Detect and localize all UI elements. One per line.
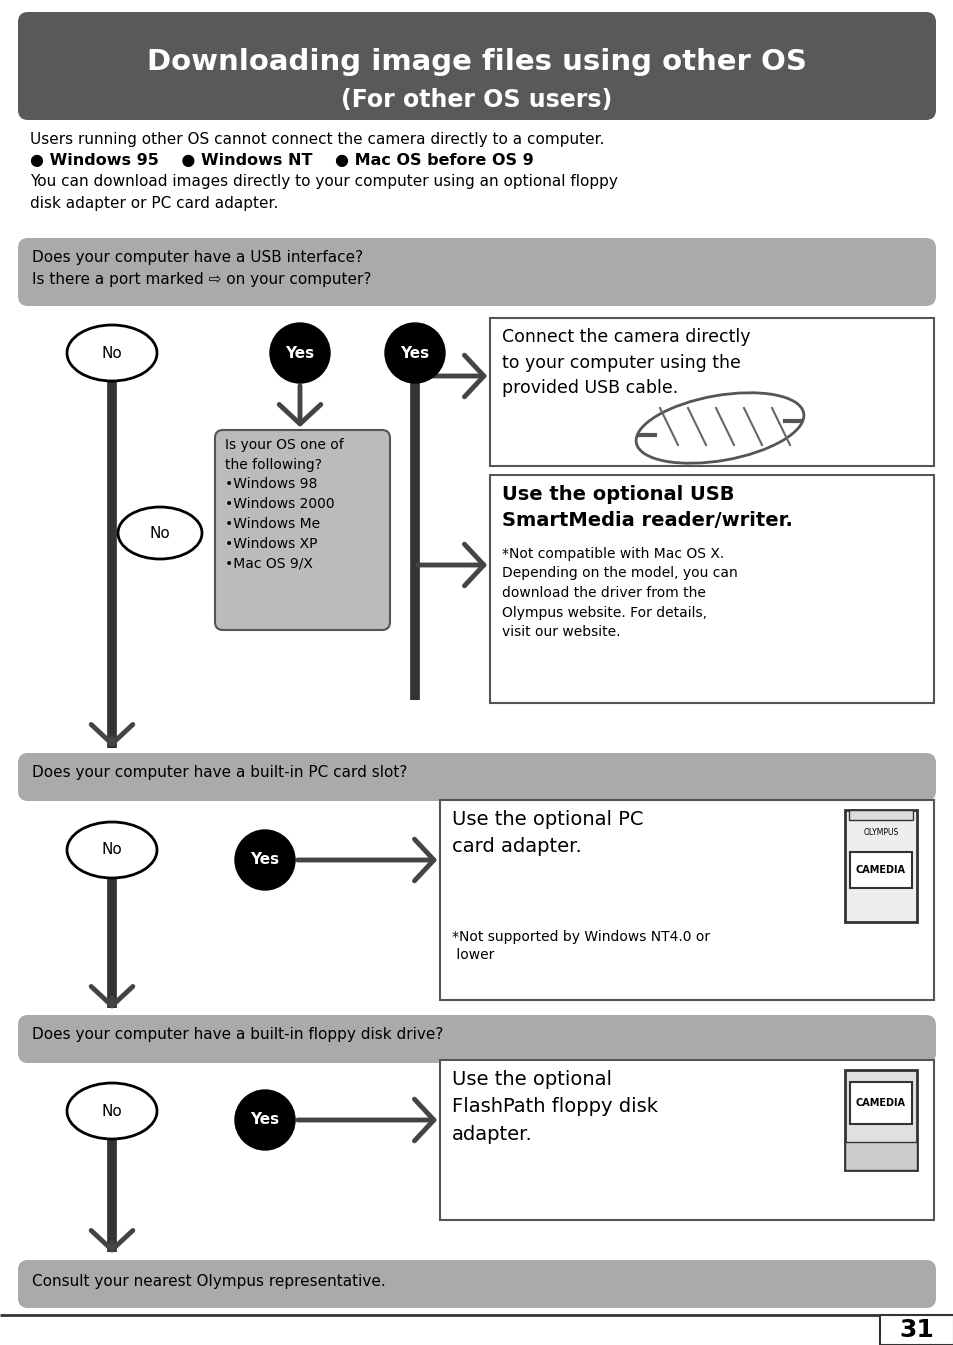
Bar (490, 317, 933, 465)
Text: *Not supported by Windows NT4.0 or
 lower: *Not supported by Windows NT4.0 or lower (452, 929, 709, 963)
Bar (844, 1142, 916, 1170)
Text: Consult your nearest Olympus representative.: Consult your nearest Olympus representat… (32, 1274, 385, 1289)
Text: *Not compatible with Mac OS X.
Depending on the model, you can
download the driv: *Not compatible with Mac OS X. Depending… (501, 547, 737, 639)
Text: Users running other OS cannot connect the camera directly to a computer.: Users running other OS cannot connect th… (30, 132, 604, 147)
FancyBboxPatch shape (18, 753, 935, 802)
Text: Does your computer have a USB interface?
Is there a port marked ⇨ on your comput: Does your computer have a USB interface?… (32, 250, 371, 288)
Text: No: No (102, 842, 122, 858)
Text: ● Windows 95    ● Windows NT    ● Mac OS before OS 9: ● Windows 95 ● Windows NT ● Mac OS befor… (30, 153, 533, 168)
Text: Does your computer have a built-in floppy disk drive?: Does your computer have a built-in flopp… (32, 1028, 443, 1042)
Text: Use the optional USB
SmartMedia reader/writer.: Use the optional USB SmartMedia reader/w… (501, 486, 792, 530)
Bar (439, 1060, 933, 1220)
Text: No: No (102, 1103, 122, 1119)
FancyBboxPatch shape (18, 1015, 935, 1063)
Circle shape (270, 323, 330, 383)
Bar (844, 1071, 916, 1170)
Text: Yes: Yes (285, 346, 314, 360)
FancyBboxPatch shape (18, 1260, 935, 1307)
FancyBboxPatch shape (214, 430, 390, 629)
Circle shape (234, 830, 294, 890)
Bar (490, 475, 933, 703)
Text: Yes: Yes (400, 346, 429, 360)
Ellipse shape (118, 507, 202, 560)
Bar (849, 1081, 911, 1124)
Text: No: No (102, 346, 122, 360)
Text: Is your OS one of
the following?
•Windows 98
•Windows 2000
•Windows Me
•Windows : Is your OS one of the following? •Window… (225, 438, 343, 570)
Bar (844, 810, 916, 923)
Text: CAMEDIA: CAMEDIA (855, 865, 905, 876)
FancyBboxPatch shape (18, 12, 935, 120)
Circle shape (385, 323, 444, 383)
Bar (848, 810, 912, 820)
Text: (For other OS users): (For other OS users) (341, 87, 612, 112)
Text: Does your computer have a built-in PC card slot?: Does your computer have a built-in PC ca… (32, 765, 407, 780)
Ellipse shape (67, 325, 157, 381)
Bar (439, 800, 933, 999)
Text: You can download images directly to your computer using an optional floppy
disk : You can download images directly to your… (30, 174, 618, 211)
Text: 31: 31 (899, 1318, 933, 1342)
Text: Use the optional PC
card adapter.: Use the optional PC card adapter. (452, 810, 643, 857)
Text: Connect the camera directly
to your computer using the
provided USB cable.: Connect the camera directly to your comp… (501, 328, 750, 397)
Text: OLYMPUS: OLYMPUS (862, 829, 898, 837)
Text: Downloading image files using other OS: Downloading image files using other OS (147, 48, 806, 77)
Text: Use the optional
FlashPath floppy disk
adapter.: Use the optional FlashPath floppy disk a… (452, 1071, 658, 1143)
Bar (849, 851, 911, 888)
Bar (879, 1315, 953, 1345)
Ellipse shape (67, 1083, 157, 1139)
Text: CAMEDIA: CAMEDIA (855, 1098, 905, 1108)
FancyBboxPatch shape (18, 238, 935, 307)
Ellipse shape (67, 822, 157, 878)
Text: Yes: Yes (251, 853, 279, 868)
Text: Yes: Yes (251, 1112, 279, 1127)
Text: No: No (150, 526, 171, 541)
Circle shape (234, 1089, 294, 1150)
